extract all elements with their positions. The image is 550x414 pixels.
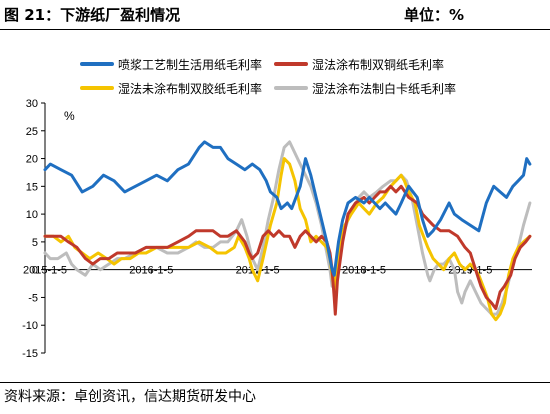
legend-label: 湿法未涂布制双胶纸毛利率 bbox=[118, 81, 262, 96]
y-tick-label: -15 bbox=[22, 348, 38, 360]
y-tick-label: 25 bbox=[26, 126, 38, 138]
y-tick-label: -5 bbox=[28, 292, 38, 304]
y-tick-label: 15 bbox=[26, 181, 38, 193]
y-tick-label: 0 bbox=[32, 265, 38, 277]
y-tick-label: 30 bbox=[26, 98, 38, 110]
source-note: 资料来源：卓创资讯，信达期货研发中心 bbox=[4, 389, 256, 405]
series-line bbox=[43, 184, 532, 316]
legend-label: 喷浆工艺制生活用纸毛利率 bbox=[118, 57, 262, 72]
legend-label: 湿法涂布法制白卡纸毛利率 bbox=[312, 81, 456, 96]
unit-label: 单位：% bbox=[404, 6, 465, 24]
x-tick-label: 2016-1-5 bbox=[129, 265, 173, 277]
report-header: 图 21：下游纸厂盈利情况 单位：% bbox=[0, 0, 550, 28]
header-divider bbox=[0, 29, 550, 30]
y-tick-label: 5 bbox=[32, 237, 38, 249]
x-tick-label: 2019-1-5 bbox=[448, 265, 492, 277]
footer-divider bbox=[0, 382, 550, 383]
x-tick-label: 2018-1-5 bbox=[342, 265, 386, 277]
series-line bbox=[43, 140, 532, 277]
y-tick-label: 10 bbox=[26, 209, 38, 221]
series-line bbox=[43, 140, 532, 316]
x-tick-label: 2015-1-5 bbox=[23, 265, 67, 277]
figure-title: 图 21：下游纸厂盈利情况 bbox=[4, 6, 181, 24]
y-tick-label: 20 bbox=[26, 154, 38, 166]
legend-label: 湿法涂布制双铜纸毛利率 bbox=[312, 57, 444, 72]
y-unit-label: % bbox=[64, 109, 75, 123]
y-tick-label: -10 bbox=[22, 320, 38, 332]
